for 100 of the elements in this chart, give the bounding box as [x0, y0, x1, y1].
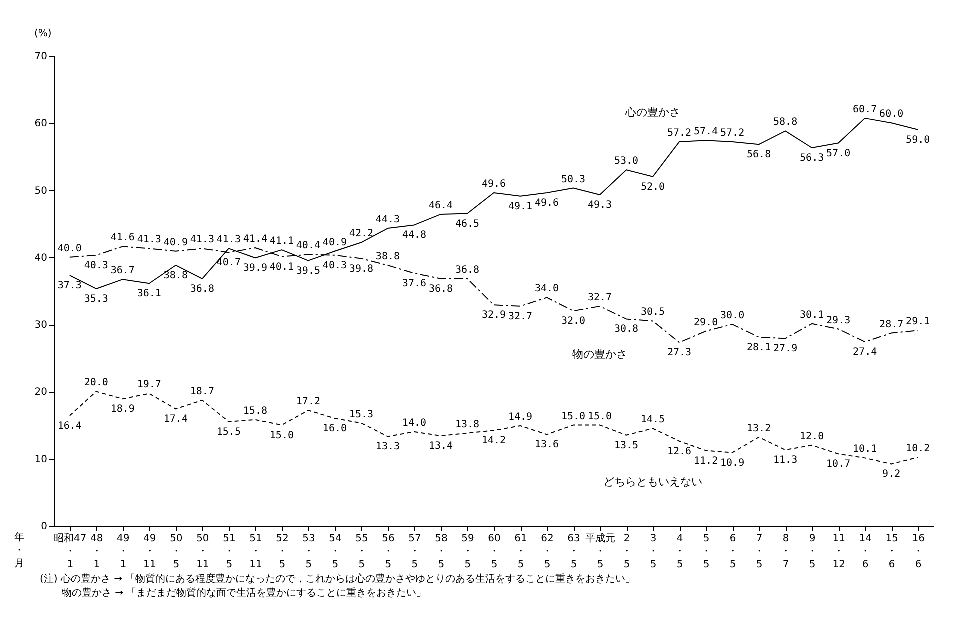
- x-tick-label: 51・5: [223, 534, 236, 570]
- x-tick-label: 52・5: [276, 534, 289, 570]
- data-label: 50.3: [561, 174, 586, 186]
- data-label: 39.8: [349, 264, 374, 275]
- x-tick-label: 59・5: [462, 534, 474, 570]
- data-label: 36.7: [110, 266, 135, 277]
- data-label: 20.0: [84, 378, 108, 389]
- data-label: 10.9: [720, 458, 745, 469]
- data-label: 14.9: [508, 412, 533, 423]
- data-label: 15.0: [270, 430, 294, 442]
- data-label: 17.4: [164, 414, 188, 426]
- data-label: 27.4: [853, 347, 878, 358]
- text: 心の豊かさ: [624, 106, 681, 120]
- data-label: 57.4: [694, 126, 718, 138]
- x-tick-label: 51・11: [250, 534, 262, 570]
- x-tick-label: 49・11: [144, 534, 156, 570]
- data-label: 58.8: [774, 117, 798, 128]
- x-tick-label: 61・5: [514, 534, 528, 570]
- data-label: 49.6: [534, 198, 560, 209]
- data-label: 15.5: [216, 426, 241, 438]
- data-label: 34.0: [534, 284, 560, 295]
- x-tick-label: 6・5: [728, 534, 738, 570]
- data-label: 46.5: [455, 218, 480, 230]
- x-tick-label: 16・6: [912, 534, 925, 570]
- data-label: 15.8: [243, 406, 268, 417]
- data-label: 40.9: [322, 237, 348, 248]
- y-axis-title: (%): [34, 28, 52, 40]
- y-tick-label: 60: [34, 118, 48, 130]
- data-label: 59.0: [906, 134, 930, 146]
- data-label: 36.1: [137, 288, 162, 300]
- data-label: 40.0: [58, 243, 82, 254]
- data-label: 52.0: [640, 182, 666, 193]
- data-label: 16.0: [322, 424, 348, 435]
- data-label: 29.3: [826, 315, 851, 326]
- data-label: 9.2: [882, 469, 901, 480]
- data-label: 13.8: [455, 419, 480, 430]
- data-label: 11.3: [774, 455, 798, 466]
- y-tick-label: 50: [34, 186, 48, 197]
- data-label: 15.0: [588, 411, 612, 422]
- x-tick-label: 11・12: [832, 534, 846, 570]
- data-label: 41.1: [270, 236, 294, 248]
- data-label: 49.3: [588, 200, 612, 211]
- x-tick-label: 14・6: [859, 534, 872, 570]
- data-label: 15.0: [561, 411, 586, 422]
- x-tick-label: 56・5: [382, 534, 395, 570]
- data-label: 41.3: [190, 234, 214, 246]
- data-label: 10.2: [906, 444, 930, 455]
- data-label: 60.7: [853, 104, 878, 116]
- data-label: 14.0: [402, 418, 427, 429]
- data-label: 32.0: [561, 316, 586, 328]
- x-axis-title: 年・月: [14, 532, 24, 570]
- data-label: 11.2: [694, 456, 718, 467]
- data-label: 30.1: [800, 310, 824, 321]
- data-label: 38.8: [376, 251, 400, 262]
- x-tick-label: 62・5: [541, 534, 554, 570]
- text: 物の豊かさ → 「まだまだ物質的な面で生活を豊かにすることに重きをおきたい」: [61, 587, 428, 601]
- data-label: 35.3: [84, 294, 108, 305]
- data-label: 12.6: [667, 446, 692, 458]
- data-label: 40.7: [216, 258, 241, 269]
- data-label: 18.7: [190, 386, 214, 398]
- data-label: 13.4: [428, 441, 454, 452]
- x-tick-label: 8・7: [781, 534, 792, 570]
- data-label: 16.4: [58, 420, 82, 432]
- data-label: 39.9: [243, 263, 268, 274]
- y-tick-label: 30: [34, 320, 48, 332]
- y-tick-label: 10: [34, 454, 48, 466]
- data-label: 40.3: [322, 260, 348, 272]
- data-label: 41.3: [216, 234, 241, 246]
- data-label: 27.9: [774, 344, 798, 355]
- x-tick-label: 60・5: [488, 534, 501, 570]
- data-label: 27.3: [667, 348, 692, 359]
- x-tick-label: 15・6: [886, 534, 898, 570]
- data-label: 30.5: [640, 307, 666, 318]
- x-tick-label: 5・5: [702, 534, 712, 570]
- x-tick-label: 50・5: [170, 534, 183, 570]
- data-label: 30.0: [720, 310, 745, 322]
- data-label: 36.8: [190, 284, 214, 295]
- data-label: 41.6: [110, 232, 135, 244]
- data-label: 41.3: [137, 234, 162, 246]
- x-tick-label: 2・5: [622, 534, 632, 570]
- data-label: 44.8: [402, 230, 427, 242]
- data-label: 46.4: [428, 200, 454, 212]
- data-label: 57.2: [720, 128, 745, 139]
- data-label: 49.1: [508, 201, 533, 212]
- data-label: 57.2: [667, 128, 692, 139]
- data-label: 17.2: [296, 396, 321, 408]
- text: (注) 心の豊かさ → 「物質的にある程度豊かになったので，これからは心の豊かさやゆとりのある生活をすることに重きをおきたい」: [40, 573, 637, 587]
- data-label: 36.8: [428, 284, 454, 295]
- x-tick-label: 54・5: [329, 534, 342, 570]
- data-label: 12.0: [800, 431, 824, 442]
- data-label: 14.5: [640, 414, 666, 426]
- x-tick-label: 48・1: [90, 534, 104, 570]
- y-tick-label: 40: [34, 252, 48, 264]
- data-label: 29.1: [906, 316, 930, 328]
- y-tick-label: 70: [34, 52, 48, 62]
- x-tick-label: 55・5: [356, 534, 368, 570]
- data-label: 28.1: [747, 342, 772, 354]
- data-label: 29.0: [694, 317, 718, 328]
- x-tick-label: 49・1: [117, 534, 130, 570]
- x-tick-label: 63・5: [568, 534, 580, 570]
